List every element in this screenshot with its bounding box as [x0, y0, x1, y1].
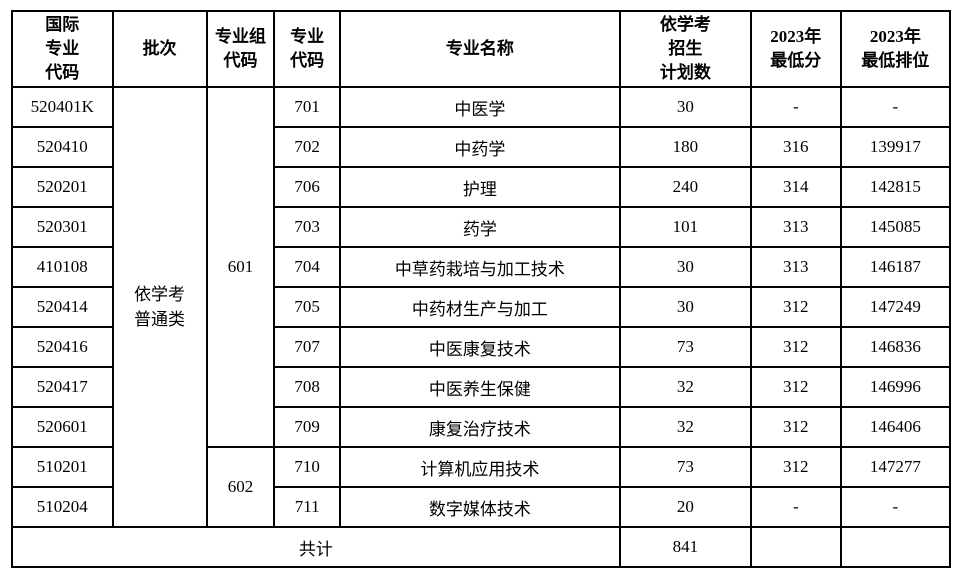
cell-plan: 73: [620, 447, 751, 487]
cell-major-code: 711: [274, 487, 340, 527]
cell-rank: 145085: [841, 207, 950, 247]
cell-plan: 30: [620, 287, 751, 327]
cell-score: -: [751, 487, 841, 527]
cell-total-rank: [841, 527, 950, 567]
cell-rank: 146187: [841, 247, 950, 287]
cell-major-code: 703: [274, 207, 340, 247]
cell-rank: 146406: [841, 407, 950, 447]
cell-total-score: [751, 527, 841, 567]
cell-rank: -: [841, 487, 950, 527]
cell-intl-code: 510201: [12, 447, 113, 487]
header-major-code: 专业代码: [274, 11, 340, 87]
cell-plan: 32: [620, 367, 751, 407]
header-intl-code: 国际专业代码: [12, 11, 113, 87]
cell-group-601: 601: [207, 87, 275, 447]
cell-rank: 147249: [841, 287, 950, 327]
cell-total-label: 共计: [12, 527, 620, 567]
header-group-code: 专业组代码: [207, 11, 275, 87]
cell-total-plan: 841: [620, 527, 751, 567]
table-header-row: 国际专业代码 批次 专业组代码 专业代码 专业名称 依学考招生计划数 2023年…: [12, 11, 950, 87]
cell-intl-code: 520417: [12, 367, 113, 407]
cell-plan: 20: [620, 487, 751, 527]
cell-major-code: 704: [274, 247, 340, 287]
cell-major-name: 中药学: [340, 127, 620, 167]
cell-score: 313: [751, 247, 841, 287]
cell-intl-code: 510204: [12, 487, 113, 527]
cell-major-name: 计算机应用技术: [340, 447, 620, 487]
cell-score: 314: [751, 167, 841, 207]
cell-major-name: 中药材生产与加工: [340, 287, 620, 327]
cell-plan: 32: [620, 407, 751, 447]
header-score-2023: 2023年最低分: [751, 11, 841, 87]
cell-plan: 101: [620, 207, 751, 247]
cell-batch: 依学考普通类: [113, 87, 207, 527]
cell-major-code: 708: [274, 367, 340, 407]
cell-major-code: 705: [274, 287, 340, 327]
cell-major-name: 护理: [340, 167, 620, 207]
cell-major-code: 707: [274, 327, 340, 367]
header-batch: 批次: [113, 11, 207, 87]
cell-rank: 142815: [841, 167, 950, 207]
table-total-row: 共计 841: [12, 527, 950, 567]
cell-score: 316: [751, 127, 841, 167]
cell-plan: 30: [620, 87, 751, 127]
cell-major-name: 中医学: [340, 87, 620, 127]
table-row: 520401K 依学考普通类 601 701 中医学 30 - -: [12, 87, 950, 127]
cell-major-name: 中医养生保健: [340, 367, 620, 407]
cell-rank: 139917: [841, 127, 950, 167]
cell-plan: 30: [620, 247, 751, 287]
cell-rank: 147277: [841, 447, 950, 487]
cell-intl-code: 520401K: [12, 87, 113, 127]
cell-plan: 73: [620, 327, 751, 367]
cell-plan: 180: [620, 127, 751, 167]
cell-intl-code: 520601: [12, 407, 113, 447]
cell-intl-code: 520414: [12, 287, 113, 327]
cell-intl-code: 410108: [12, 247, 113, 287]
cell-major-code: 706: [274, 167, 340, 207]
cell-score: 312: [751, 367, 841, 407]
cell-major-name: 康复治疗技术: [340, 407, 620, 447]
cell-intl-code: 520410: [12, 127, 113, 167]
cell-rank: -: [841, 87, 950, 127]
cell-plan: 240: [620, 167, 751, 207]
cell-intl-code: 520201: [12, 167, 113, 207]
cell-score: 312: [751, 407, 841, 447]
cell-rank: 146836: [841, 327, 950, 367]
header-rank-2023: 2023年最低排位: [841, 11, 950, 87]
cell-major-code: 710: [274, 447, 340, 487]
admissions-table-container: 国际专业代码 批次 专业组代码 专业代码 专业名称 依学考招生计划数 2023年…: [11, 10, 951, 568]
cell-score: 312: [751, 327, 841, 367]
cell-score: 312: [751, 287, 841, 327]
cell-major-name: 中草药栽培与加工技术: [340, 247, 620, 287]
cell-major-name: 中医康复技术: [340, 327, 620, 367]
cell-major-name: 数字媒体技术: [340, 487, 620, 527]
cell-rank: 146996: [841, 367, 950, 407]
cell-major-name: 药学: [340, 207, 620, 247]
header-major-name: 专业名称: [340, 11, 620, 87]
cell-major-code: 709: [274, 407, 340, 447]
cell-score: 313: [751, 207, 841, 247]
admissions-table: 国际专业代码 批次 专业组代码 专业代码 专业名称 依学考招生计划数 2023年…: [11, 10, 951, 568]
cell-group-602: 602: [207, 447, 275, 527]
cell-intl-code: 520416: [12, 327, 113, 367]
cell-major-code: 702: [274, 127, 340, 167]
cell-intl-code: 520301: [12, 207, 113, 247]
cell-major-code: 701: [274, 87, 340, 127]
cell-score: -: [751, 87, 841, 127]
cell-score: 312: [751, 447, 841, 487]
header-plan: 依学考招生计划数: [620, 11, 751, 87]
